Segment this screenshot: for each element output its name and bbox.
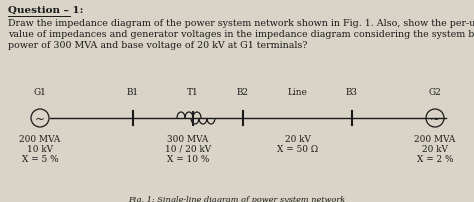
Text: 20 kV: 20 kV bbox=[284, 134, 310, 143]
Text: 300 MVA: 300 MVA bbox=[167, 134, 209, 143]
Text: X = 5 %: X = 5 % bbox=[22, 154, 58, 163]
Text: G2: G2 bbox=[428, 87, 441, 97]
Text: power of 300 MVA and base voltage of 20 kV at G1 terminals?: power of 300 MVA and base voltage of 20 … bbox=[8, 41, 308, 50]
Text: ~: ~ bbox=[430, 112, 440, 125]
Text: 200 MVA: 200 MVA bbox=[19, 134, 61, 143]
Text: Question – 1:: Question – 1: bbox=[8, 6, 83, 15]
Text: T1: T1 bbox=[187, 87, 199, 97]
Text: B2: B2 bbox=[237, 87, 249, 97]
Text: Draw the impedance diagram of the power system network shown in Fig. 1. Also, sh: Draw the impedance diagram of the power … bbox=[8, 19, 474, 28]
Text: B1: B1 bbox=[127, 87, 139, 97]
Text: Fig. 1: Single-line diagram of power system network: Fig. 1: Single-line diagram of power sys… bbox=[128, 195, 346, 202]
Text: 200 MVA: 200 MVA bbox=[414, 134, 456, 143]
Text: Line: Line bbox=[288, 87, 308, 97]
Text: X = 10 %: X = 10 % bbox=[167, 154, 209, 163]
Text: 20 kV: 20 kV bbox=[422, 144, 448, 153]
Text: G1: G1 bbox=[34, 87, 46, 97]
Text: B3: B3 bbox=[346, 87, 358, 97]
Text: X = 2 %: X = 2 % bbox=[417, 154, 453, 163]
Text: value of impedances and generator voltages in the impedance diagram considering : value of impedances and generator voltag… bbox=[8, 30, 474, 39]
Text: ~: ~ bbox=[35, 112, 45, 125]
Text: 10 kV: 10 kV bbox=[27, 144, 53, 153]
Text: 10 / 20 kV: 10 / 20 kV bbox=[165, 144, 211, 153]
Text: X = 50 Ω: X = 50 Ω bbox=[277, 144, 318, 153]
